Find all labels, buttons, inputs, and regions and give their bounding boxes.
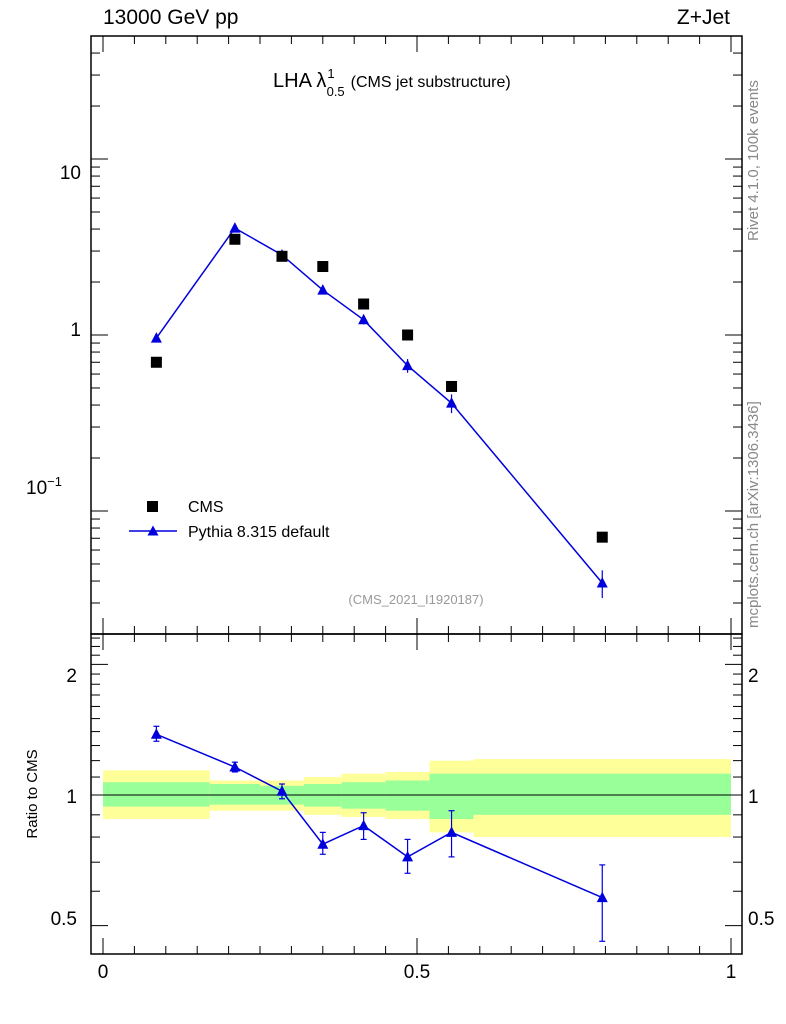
ratio-point-3: [317, 838, 329, 849]
xtick-label-0p5: 0.5: [404, 962, 430, 983]
main-ytick-label-10: 10: [60, 163, 81, 184]
plot-title-suffix: (CMS jet substructure): [351, 74, 511, 91]
x-tick-labels: 0 0.5 1: [98, 962, 737, 983]
ratio-point-6: [446, 826, 458, 837]
xtick-label-0: 0: [98, 962, 109, 983]
legend-label-pythia: Pythia 8.315 default: [188, 524, 330, 541]
analysis-id-label: (CMS_2021_I1920187): [348, 592, 483, 607]
ratio-ytick-label-left-1: 1: [66, 787, 77, 808]
ratio-ytick-label-right-0p5: 0.5: [748, 909, 774, 930]
plot-title: LHA λ1 0.5 (CMS jet substructure): [273, 66, 511, 99]
band-inner-0: [103, 782, 210, 807]
legend: CMS Pythia 8.315 default: [129, 499, 330, 541]
ratio-series-line: [156, 733, 603, 899]
pythia-point-6: [446, 397, 458, 408]
legend-label-cms: CMS: [188, 499, 224, 516]
ratio-uncertainty-bands: [103, 759, 731, 838]
ratio-point-1: [229, 761, 241, 772]
main-ytick-label-1: 1: [70, 320, 81, 341]
pythia-point-4: [358, 313, 370, 325]
legend-marker-cms: [147, 501, 158, 512]
pythia-series-line: [155, 227, 603, 584]
pythia-point-3: [317, 284, 329, 295]
main-ytick-label-0p1: 10−1: [26, 474, 62, 499]
band-inner-7: [473, 773, 731, 815]
cms-point-6: [446, 380, 458, 392]
plot-title-superscript: 1: [327, 66, 334, 81]
main-plot-frame: [90, 35, 743, 635]
ratio-ytick-label-left-0p5: 0.5: [51, 909, 77, 930]
ratio-ytick-label-right-2: 2: [748, 666, 759, 687]
ratio-ytick-label-right-1: 1: [748, 787, 759, 808]
cms-point-4: [358, 298, 370, 310]
cms-point-0: [150, 356, 162, 368]
ratio-point-5: [402, 850, 414, 862]
ratio-plot-data: [150, 725, 608, 942]
plot-title-main: LHA λ: [273, 70, 326, 92]
ratio-y-tick-labels: 2 1 0.5 2 1 0.5: [51, 666, 775, 930]
ratio-point-4: [358, 819, 370, 831]
pythia-point-0: [150, 332, 162, 343]
header-channel-label: Z+Jet: [676, 6, 730, 29]
cms-point-5: [402, 329, 414, 341]
pythia-point-5: [402, 359, 414, 371]
cms-point-3: [317, 261, 329, 273]
ratio-y-axis-label: Ratio to CMS: [24, 749, 41, 838]
pythia-point-7: [596, 576, 608, 588]
cms-point-7: [596, 531, 608, 543]
cms-point-1: [229, 233, 241, 245]
plot-title-subscript: 0.5: [327, 84, 345, 99]
ratio-point-2: [276, 785, 288, 796]
pythia-point-1: [229, 222, 241, 233]
ratio-plot-frame: [90, 633, 743, 955]
ratio-point-7: [596, 891, 608, 903]
main-y-tick-labels: 10 1 10−1: [26, 163, 81, 499]
xtick-label-1: 1: [726, 962, 737, 983]
band-inner-1: [209, 784, 260, 805]
legend-marker-pythia: [147, 525, 159, 536]
cms-point-2: [276, 250, 288, 262]
main-plot-data: [150, 222, 608, 599]
ratio-ytick-label-left-2: 2: [66, 666, 77, 687]
ratio-point-0: [150, 728, 162, 739]
header-process-label: 13000 GeV pp: [103, 6, 239, 29]
band-inner-5: [385, 780, 430, 811]
